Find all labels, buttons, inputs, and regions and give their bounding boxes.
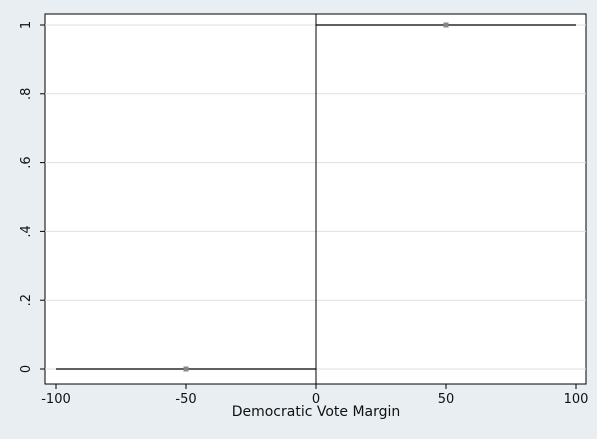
y-tick-label: 1 bbox=[19, 21, 34, 29]
y-tick-label: .2 bbox=[19, 294, 34, 306]
x-tick-label: -100 bbox=[41, 392, 71, 407]
x-axis-title: Democratic Vote Margin bbox=[232, 404, 401, 420]
data-point bbox=[183, 366, 189, 372]
y-tick-label: .4 bbox=[19, 225, 34, 237]
y-tick-label: .6 bbox=[19, 156, 34, 168]
y-axis: 0 .2 .4 .6 .8 1 bbox=[19, 21, 45, 373]
y-tick-label: .8 bbox=[19, 88, 34, 100]
x-tick-label: 100 bbox=[564, 392, 589, 407]
x-tick-label: 50 bbox=[438, 392, 455, 407]
data-point bbox=[443, 22, 449, 28]
x-tick-label: -50 bbox=[175, 392, 196, 407]
series-group bbox=[56, 14, 576, 384]
x-tick-label: 0 bbox=[312, 392, 320, 407]
x-axis: -100 -50 0 50 100 bbox=[41, 384, 588, 407]
y-tick-label: 0 bbox=[19, 365, 34, 373]
